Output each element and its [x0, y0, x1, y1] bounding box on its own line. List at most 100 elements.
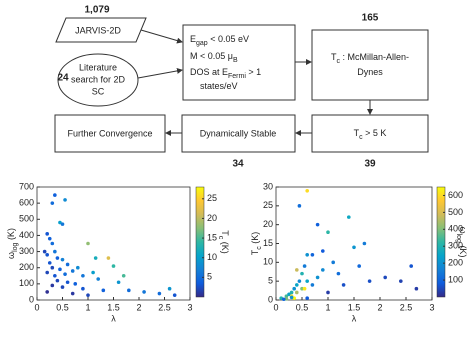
- point: [76, 265, 80, 270]
- y-tick-label: 700: [19, 181, 34, 191]
- y-tick-label: 500: [19, 214, 34, 224]
- subscript: c: [336, 58, 340, 65]
- text-part: E: [190, 34, 196, 44]
- flowchart: 1,079 JARVIS-2D Literature search for 2D…: [54, 5, 429, 170]
- subscript: c: [359, 134, 363, 141]
- subscript: c: [217, 236, 224, 240]
- colorbar-tick-label: 10: [207, 252, 217, 262]
- subscript: gap: [196, 40, 208, 47]
- plot-area: [36, 186, 191, 301]
- point: [53, 193, 57, 197]
- point: [50, 241, 55, 246]
- text-part: Dynes: [357, 67, 383, 77]
- point: [399, 279, 403, 283]
- point: [297, 204, 302, 208]
- point: [414, 286, 419, 291]
- node-label: Dynamically Stable: [200, 128, 277, 138]
- point: [45, 253, 49, 257]
- text-part: T: [220, 230, 230, 236]
- colorbar-tick-label: 200: [448, 258, 463, 268]
- colorbar-tick-label: 25: [207, 193, 217, 203]
- y-axis-label: ωlog (K): [6, 228, 18, 259]
- point: [47, 261, 52, 265]
- text-part: (K): [250, 232, 260, 247]
- scatter-chart: 0 0.5 1 1.5 2 2.5 3 0 100 200 300 400 500 600 700 λ ωlog…: [6, 181, 229, 323]
- node-label: SC: [92, 86, 105, 96]
- y-tick-label: 200: [19, 262, 34, 272]
- x-tick-label: 0.5: [296, 302, 309, 312]
- x-tick-label: 0: [34, 302, 39, 312]
- point: [310, 283, 315, 287]
- x-axis-label: λ: [111, 313, 116, 323]
- point: [326, 230, 330, 234]
- point: [50, 201, 55, 205]
- colorbar-tick-label: 100: [448, 274, 463, 284]
- node-label: search for 2D: [71, 74, 126, 84]
- point: [60, 285, 65, 289]
- y-tick-label: 0: [29, 294, 34, 304]
- point: [383, 275, 388, 280]
- point: [50, 265, 55, 270]
- point: [310, 253, 315, 257]
- x-tick-label: 2: [136, 302, 141, 312]
- text-part: T: [354, 128, 360, 138]
- node-label: Egap < 0.05 eV: [190, 34, 249, 46]
- plot-area: [275, 186, 433, 301]
- point: [295, 268, 299, 272]
- colorbar-tick-label: 300: [448, 241, 463, 251]
- point: [336, 271, 341, 276]
- point: [347, 215, 351, 219]
- x-tick-label: 3: [429, 302, 434, 312]
- x-tick-label: 1: [325, 302, 330, 312]
- colorbar-tick-label: 500: [448, 207, 463, 217]
- text-part: (K): [220, 239, 230, 254]
- text-part: > 1: [246, 67, 261, 77]
- count: 34: [232, 159, 244, 170]
- text-part: < 0.05 eV: [208, 34, 249, 44]
- text-part: ω: [6, 252, 16, 259]
- text-part: T: [331, 52, 337, 62]
- point: [93, 256, 98, 260]
- point: [65, 262, 70, 267]
- point: [315, 222, 320, 227]
- point: [47, 236, 52, 241]
- point: [121, 273, 126, 278]
- point: [73, 282, 78, 286]
- point: [284, 294, 289, 299]
- node-label: JARVIS-2D: [75, 25, 121, 35]
- y-tick-label: 100: [19, 278, 34, 288]
- arrow: [140, 29, 183, 44]
- count: 1,079: [84, 5, 109, 16]
- subscript: c: [256, 246, 263, 250]
- point: [302, 286, 307, 291]
- input-node: [55, 17, 147, 43]
- point: [86, 293, 90, 297]
- text-part: T: [250, 249, 260, 255]
- point: [172, 293, 177, 297]
- point: [45, 270, 49, 275]
- colorbar-tick-label: 600: [448, 190, 463, 200]
- point: [127, 288, 131, 293]
- point: [292, 286, 297, 291]
- point: [300, 286, 304, 291]
- point: [81, 273, 85, 278]
- y-tick-label: 25: [263, 200, 273, 210]
- point: [81, 286, 85, 291]
- x-axis-label: λ: [352, 313, 357, 323]
- point: [287, 292, 291, 297]
- x-tick-label: 1.5: [348, 302, 361, 312]
- text-part: M < 0.05 μ: [190, 51, 233, 61]
- point: [45, 290, 49, 294]
- x-tick-label: 0.5: [56, 302, 69, 312]
- point: [409, 264, 414, 268]
- text-part: : McMillan-Allen-: [340, 52, 409, 62]
- subscript: Fermi: [228, 73, 246, 80]
- node-label: Dynes: [357, 67, 383, 77]
- colorbar: [436, 186, 446, 298]
- colorbar-label: Tc (K): [217, 230, 229, 254]
- point: [53, 249, 57, 254]
- colorbar-label: ωlog (K): [455, 227, 467, 258]
- node-label: states/eV: [200, 81, 238, 91]
- point: [116, 280, 121, 285]
- point: [282, 297, 286, 302]
